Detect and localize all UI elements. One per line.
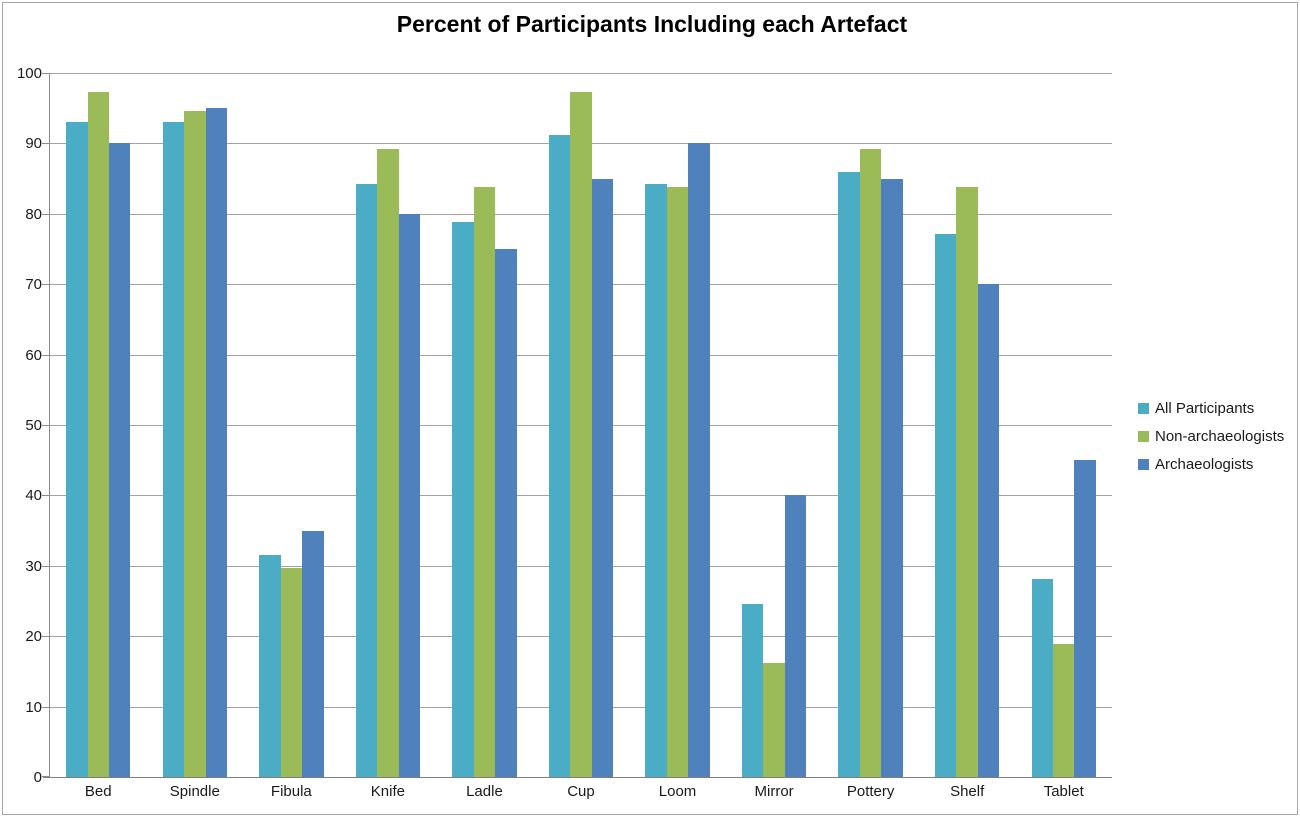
bar-all-participants bbox=[355, 184, 378, 777]
y-axis-label: 30 bbox=[25, 557, 42, 575]
y-axis-tick bbox=[42, 284, 49, 286]
y-axis-label: 70 bbox=[25, 276, 42, 294]
bar-non-archaeologists bbox=[859, 149, 882, 777]
bar-archaeologists bbox=[495, 249, 517, 777]
legend-item: Archaeologists bbox=[1138, 454, 1284, 474]
bar-archaeologists bbox=[109, 143, 131, 777]
bar-archaeologists bbox=[205, 108, 227, 777]
y-axis-tick bbox=[42, 143, 49, 145]
y-axis-tick bbox=[42, 495, 49, 497]
bar-archaeologists bbox=[784, 495, 807, 777]
bar-all-participants bbox=[548, 134, 571, 777]
bar-all-participants bbox=[66, 122, 88, 777]
y-axis-label: 0 bbox=[33, 769, 42, 786]
y-axis-label: 100 bbox=[16, 65, 42, 82]
x-axis-label: Loom bbox=[658, 783, 697, 800]
plot-area bbox=[42, 73, 1112, 778]
legend: All Participants Non-archaeologists Archae… bbox=[1138, 398, 1284, 482]
bar-all-participants bbox=[452, 221, 474, 777]
bar-archaeologists bbox=[302, 530, 324, 777]
y-axis-tick bbox=[42, 213, 49, 215]
bar-non-archaeologists bbox=[87, 92, 109, 777]
legend-label: Non-archaeologists bbox=[1155, 427, 1285, 445]
legend-label: All Participants bbox=[1155, 399, 1255, 417]
y-axis-tick bbox=[42, 776, 49, 777]
legend-item: All Participants bbox=[1138, 398, 1284, 418]
bar-archaeologists bbox=[1074, 460, 1096, 777]
bar-all-participants bbox=[162, 122, 185, 777]
bar-archaeologists bbox=[881, 178, 903, 777]
y-axis-label: 20 bbox=[25, 628, 42, 646]
y-axis-label: 60 bbox=[25, 346, 42, 364]
bar-non-archaeologists bbox=[184, 111, 206, 777]
x-axis-label: Mirror bbox=[754, 783, 794, 800]
y-axis-label: 80 bbox=[25, 205, 42, 223]
y-axis-tick bbox=[42, 425, 49, 426]
chart-title: Percent of Participants Including each A… bbox=[396, 11, 908, 37]
bar-archaeologists bbox=[977, 284, 1000, 777]
bar-non-archaeologists bbox=[473, 187, 496, 777]
bar-non-archaeologists bbox=[763, 662, 785, 777]
y-axis-label: 10 bbox=[25, 698, 42, 716]
y-axis-tick bbox=[42, 354, 49, 356]
x-axis-label: Shelf bbox=[950, 783, 985, 800]
bar-non-archaeologists bbox=[1053, 643, 1075, 777]
bar-all-participants bbox=[935, 233, 957, 777]
x-axis-label: Bed bbox=[84, 783, 112, 800]
legend-swatch-icon bbox=[1138, 458, 1149, 470]
y-axis-tick bbox=[42, 73, 49, 74]
y-axis-line bbox=[49, 73, 50, 777]
x-axis-label: Pottery bbox=[846, 783, 895, 800]
bar-all-participants bbox=[838, 171, 860, 777]
y-axis-label: 50 bbox=[25, 417, 42, 434]
x-axis-label: Ladle bbox=[466, 783, 503, 800]
bar-archaeologists bbox=[591, 178, 614, 777]
bar-non-archaeologists bbox=[570, 92, 592, 777]
bar-all-participants bbox=[1031, 579, 1053, 777]
bar-all-participants bbox=[741, 603, 764, 777]
legend-item: Non-archaeologists bbox=[1138, 426, 1284, 446]
y-axis-label: 90 bbox=[25, 135, 42, 153]
bar-all-participants bbox=[259, 554, 281, 777]
bar-archaeologists bbox=[688, 143, 710, 777]
bar-archaeologists bbox=[398, 213, 421, 777]
legend-swatch-icon bbox=[1138, 430, 1149, 442]
x-axis-label: Fibula bbox=[270, 783, 312, 800]
bar-non-archaeologists bbox=[956, 187, 978, 777]
bar-all-participants bbox=[645, 184, 667, 777]
bar-non-archaeologists bbox=[280, 567, 303, 777]
bar-non-archaeologists bbox=[666, 187, 689, 777]
x-axis-label: Knife bbox=[370, 783, 405, 800]
legend-swatch-icon bbox=[1138, 402, 1149, 414]
y-axis-tick bbox=[42, 706, 49, 708]
y-axis-tick bbox=[42, 565, 49, 567]
x-axis-line bbox=[43, 777, 1112, 778]
y-axis-label: 40 bbox=[25, 487, 42, 505]
y-axis-tick bbox=[42, 636, 49, 638]
x-axis-label: Tablet bbox=[1043, 783, 1084, 800]
gridline bbox=[50, 73, 1112, 74]
x-axis-label: Spindle bbox=[169, 783, 220, 800]
bar-non-archaeologists bbox=[377, 149, 399, 777]
legend-label: Archaeologists bbox=[1155, 455, 1254, 473]
x-axis-label: Cup bbox=[567, 783, 595, 800]
